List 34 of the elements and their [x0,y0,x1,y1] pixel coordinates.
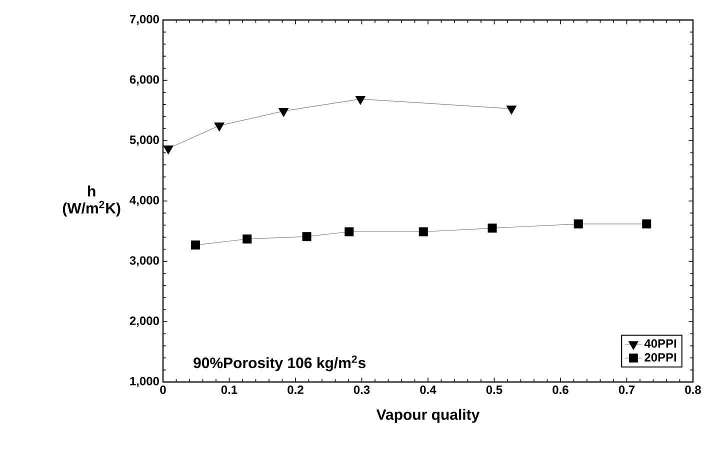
point [488,224,497,233]
y-tick-label: 2,000 [130,316,159,327]
x-tick-label: 0.6 [552,386,568,394]
y-tick-label: 7,000 [130,14,159,26]
x-tick-label: 0.2 [288,386,304,394]
y-axis-title: h (W/m$^{2}$K) [62,186,120,216]
x-tick-label: 0.4 [420,386,436,394]
point [355,96,366,105]
point [574,219,583,228]
point [163,145,174,154]
x-tick-label: 0.1 [221,386,238,394]
legend-label: 40PPI [644,339,676,348]
point [190,240,200,250]
point [642,219,652,228]
legend-label: 20PPI [644,353,676,362]
x-tick-label: 0.5 [486,386,502,394]
x-tick-label: 0.7 [618,386,635,394]
x-tick-label: 0 [160,386,166,394]
y-tick-label: 5,000 [130,136,159,146]
point [214,122,224,132]
point [302,232,312,242]
point [506,106,517,114]
y-tick-label: 4,000 [130,196,159,206]
point [344,227,354,236]
x-tick-label: 0.8 [685,386,701,394]
point [418,227,428,236]
y-tick-label: 1,000 [130,376,159,388]
x-axis-title: Vapour quality [376,408,480,423]
y-tick-label: 3,000 [130,256,159,266]
point [242,234,252,244]
x-tick-label: 0.3 [354,386,370,394]
y-tick-label: 6,000 [130,75,159,86]
annotation: 90%Porosity 106 kg/m$^{2}$s [194,355,366,372]
point [278,108,289,117]
